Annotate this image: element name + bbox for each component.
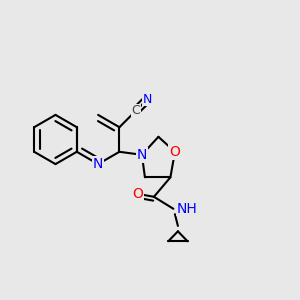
- Text: NH: NH: [177, 202, 198, 216]
- Text: O: O: [132, 187, 143, 201]
- Text: N: N: [143, 93, 152, 106]
- Text: O: O: [169, 145, 180, 159]
- Text: C: C: [131, 104, 140, 117]
- Text: N: N: [93, 157, 103, 171]
- Text: N: N: [137, 148, 147, 162]
